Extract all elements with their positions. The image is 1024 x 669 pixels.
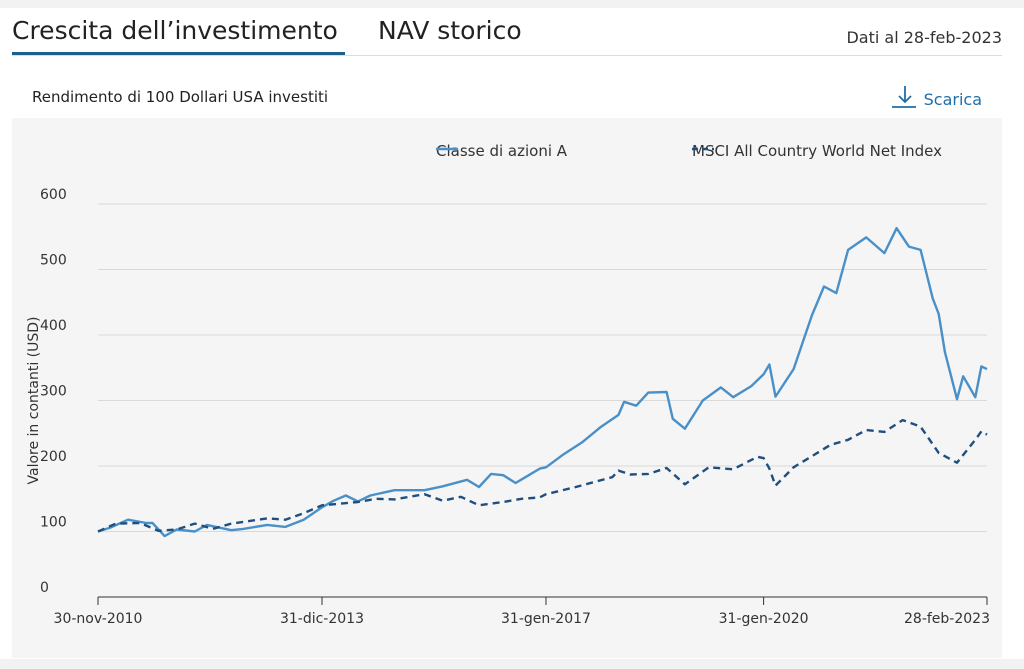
y-tick-label-600: 600 xyxy=(40,187,67,203)
bottom-strip xyxy=(0,659,1024,669)
active-tab-indicator xyxy=(12,52,345,55)
x-tick-label-2: 31-gen-2017 xyxy=(501,611,591,627)
y-tick-label-0: 0 xyxy=(40,580,49,596)
y-tick-label-500: 500 xyxy=(40,253,67,269)
chart-subtitle: Rendimento di 100 Dollari USA investiti xyxy=(32,88,329,106)
y-axis-title: Valore in contanti (USD) xyxy=(26,317,42,485)
tab-divider xyxy=(12,55,1002,56)
download-arrow-icon xyxy=(891,86,916,108)
x-tick-label-4: 28-feb-2023 xyxy=(904,611,990,627)
download-button[interactable]: Scarica xyxy=(890,85,982,109)
legend-index[interactable]: MSCI All Country World Net Index xyxy=(692,140,977,162)
x-tick-label-3: 31-gen-2020 xyxy=(719,611,809,627)
y-tick-label-400: 400 xyxy=(40,318,67,334)
legend-swatch-dashed xyxy=(692,147,714,151)
tab-growth[interactable]: Crescita dell’investimento xyxy=(12,16,338,45)
legend-swatch-solid xyxy=(436,147,458,151)
legend-fund[interactable]: Classe di azioni A xyxy=(436,140,567,162)
y-tick-label-300: 300 xyxy=(40,384,67,400)
series-line-index xyxy=(97,418,988,533)
as-of-date: Dati al 28-feb-2023 xyxy=(846,28,1002,47)
x-tick-label-1: 31-dic-2013 xyxy=(280,611,364,627)
y-tick-label-200: 200 xyxy=(40,449,67,465)
top-strip xyxy=(0,0,1024,8)
series-line-fund xyxy=(97,227,988,538)
legend-label-fund: Classe di azioni A xyxy=(436,142,568,160)
x-tick-label-0: 30-nov-2010 xyxy=(54,611,143,627)
download-label: Scarica xyxy=(923,90,982,109)
chart-area: Valore in contanti (USD) 0 100 200 300 400 500… xyxy=(12,118,1002,658)
tab-nav-history[interactable]: NAV storico xyxy=(378,16,522,45)
growth-chart: Valore in contanti (USD) 0 100 200 300 400 500… xyxy=(26,187,990,627)
y-tick-label-100: 100 xyxy=(40,515,67,531)
legend-label-index: MSCI All Country World Net Index xyxy=(692,142,942,160)
